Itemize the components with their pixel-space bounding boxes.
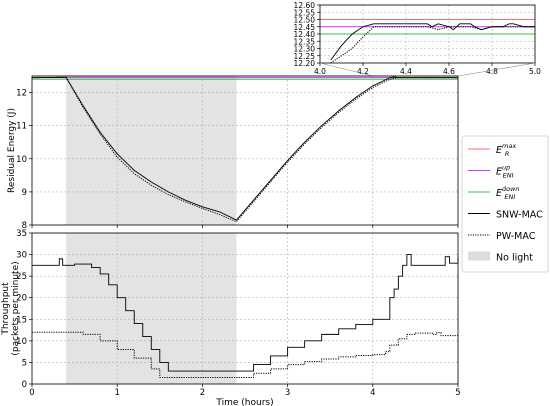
throughput-y-tick-label: 0	[22, 380, 27, 390]
inset-y-tick-label: 12.20	[294, 59, 316, 68]
throughput-y-tick-label: 20	[16, 294, 27, 304]
legend-label-e-max: Emax R	[496, 142, 516, 158]
legend-label-pw-mac: PW-MAC	[496, 231, 536, 242]
energy-series-pw-mac	[31, 76, 458, 223]
inset-y-tick-label: 12.60	[294, 1, 316, 10]
throughput-y-tick-label: 35	[16, 229, 27, 239]
throughput-x-tick-label: 4	[370, 388, 375, 398]
energy-series-snw-mac	[31, 76, 458, 221]
inset-y-tick-label: 12.45	[294, 23, 316, 32]
inset-plot: 12.2012.2512.3012.3512.4012.4512.5012.55…	[294, 1, 542, 76]
zoom-connector-lines	[319, 62, 536, 77]
energy-y-tick-label: 11	[16, 122, 27, 132]
legend-swatch-no-light	[468, 251, 490, 261]
legend-label-no-light: No light	[496, 253, 533, 264]
throughput-frame	[31, 232, 459, 385]
inset-x-tick-label: 4.6	[443, 67, 455, 76]
energy-plot: 8 9 10 11 12 Residual Energy (J)	[7, 75, 459, 231]
inset-x-tick-label: 4.4	[400, 67, 412, 76]
throughput-plot: 0 5 10 15 20 25 30 35 0 1 2 3 4 5 Time (hours) Throughp…	[1, 229, 461, 406]
legend-label-snw-mac: SNW-MAC	[496, 210, 543, 221]
zoom-connector-left	[319, 62, 373, 77]
throughput-y-tick-label: 5	[22, 358, 27, 368]
throughput-x-tick-label: 5	[455, 388, 460, 398]
throughput-y-axis-label-line2: (packets per minute)	[11, 261, 21, 355]
energy-y-tick-label: 8	[22, 221, 27, 231]
inset-x-tick-label: 4.0	[314, 67, 326, 76]
throughput-y-axis-label-line1: Throughput	[1, 282, 11, 336]
inset-x-tick-label: 4.2	[357, 67, 369, 76]
throughput-series-snw-mac	[32, 254, 459, 372]
throughput-no-light-region	[66, 233, 237, 384]
inset-y-tick-label: 12.50	[294, 16, 316, 25]
throughput-y-tick-label: 30	[16, 251, 27, 261]
throughput-y-tick-label: 15	[16, 315, 27, 325]
legend-label-e-up: Eup ENI	[496, 164, 514, 180]
throughput-x-tick-label: 1	[114, 388, 119, 398]
energy-y-tick-label: 12	[16, 89, 27, 99]
inset-y-tick-label: 12.25	[294, 52, 316, 61]
energy-frame	[31, 75, 459, 226]
inset-y-tick-label: 12.35	[294, 37, 316, 46]
inset-series-pw-mac	[330, 26, 535, 64]
throughput-y-tick-label: 25	[16, 272, 27, 282]
inset-y-tick-label: 12.55	[294, 8, 316, 17]
throughput-x-tick-label: 2	[200, 388, 205, 398]
throughput-x-tick-label: 3	[285, 388, 290, 398]
throughput-y-tick-label: 10	[16, 337, 27, 347]
inset-x-tick-label: 5.0	[529, 67, 541, 76]
energy-y-axis-label: Residual Energy (J)	[7, 108, 17, 193]
inset-y-tick-label: 12.40	[294, 30, 316, 39]
energy-no-light-region	[66, 76, 237, 225]
throughput-x-tick-label: 0	[29, 388, 34, 398]
energy-y-tick-label: 9	[22, 188, 27, 198]
throughput-x-axis-label: Time (hours)	[215, 398, 273, 406]
legend-label-e-down: Edown ENI	[496, 185, 520, 201]
legend: Emax R Eup ENI Edown ENI SNW-MAC PW-MAC No light	[461, 135, 549, 273]
zoom-connector-right	[457, 62, 536, 77]
energy-y-tick-label: 10	[16, 155, 27, 165]
inset-x-tick-label: 4.8	[486, 67, 498, 76]
inset-y-tick-label: 12.30	[294, 45, 316, 54]
